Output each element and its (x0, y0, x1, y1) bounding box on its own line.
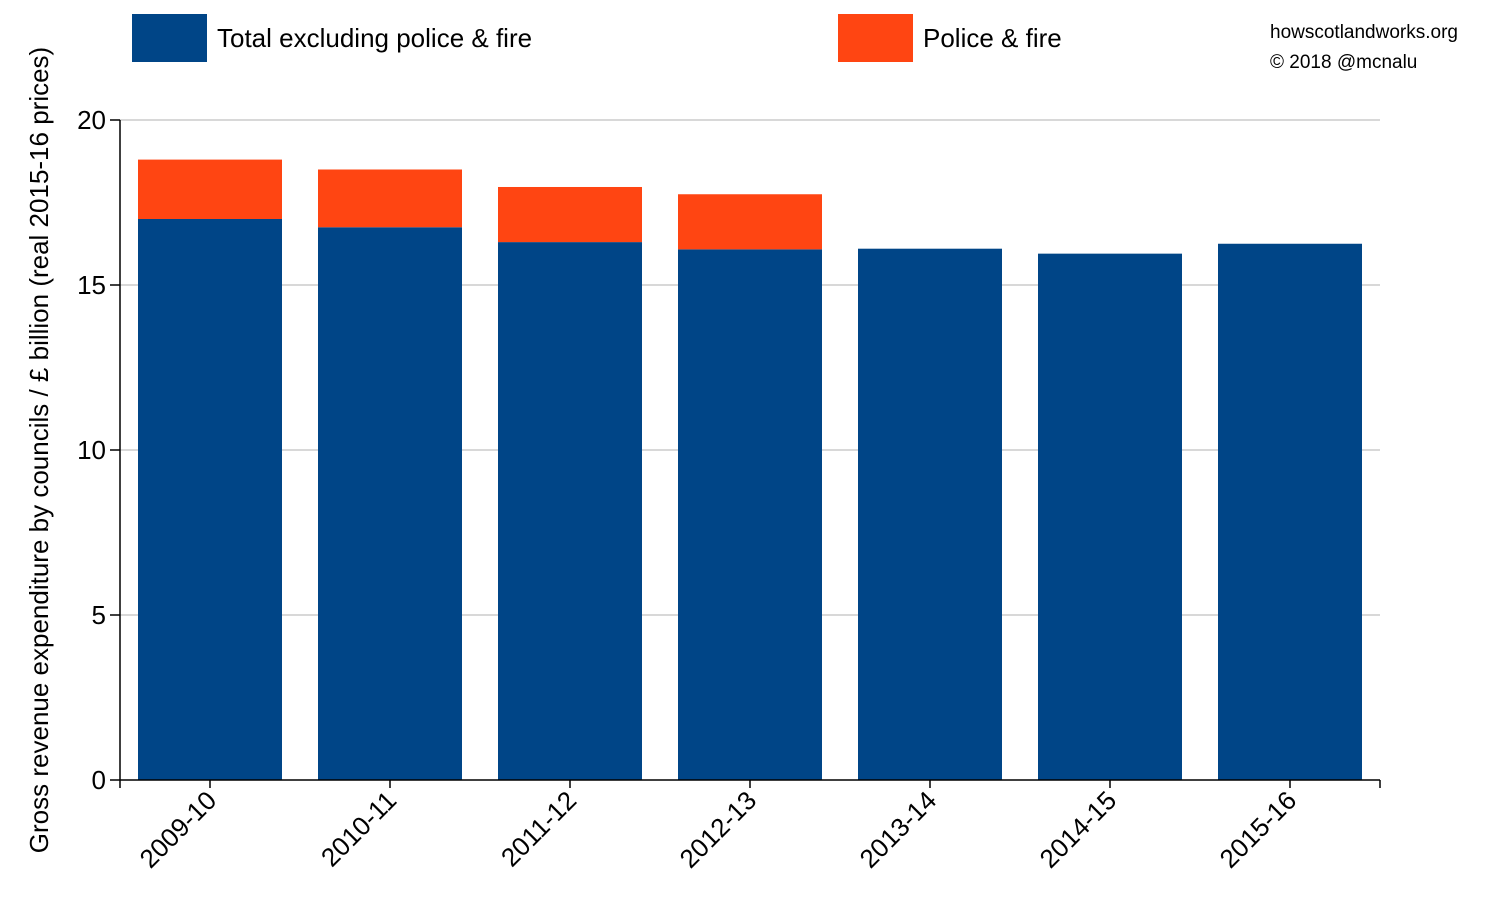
legend-item-base: Total excluding police & fire (132, 14, 532, 62)
bars (138, 159, 1362, 781)
bar-base (1218, 243, 1362, 780)
axes (110, 119, 1381, 788)
x-tick-label: 2009-10 (134, 785, 223, 874)
bar-base (678, 249, 822, 781)
y-tick-label: 10 (77, 435, 106, 465)
x-tick-label: 2015-16 (1214, 785, 1303, 874)
y-tick-label: 15 (77, 270, 106, 300)
y-tick-labels: 0 5 10 15 20 (77, 105, 106, 795)
bar-base (858, 248, 1002, 780)
bar-police-fire (318, 169, 462, 228)
bar-base (498, 242, 642, 781)
bar-base (1038, 253, 1182, 780)
bar-base (318, 227, 462, 780)
legend-label-police-fire: Police & fire (923, 22, 1062, 53)
bar-base (138, 219, 282, 780)
legend-swatch-police-fire (838, 14, 913, 62)
y-axis-label: Gross revenue expenditure by councils / … (24, 47, 54, 853)
x-tick-label: 2012-13 (674, 785, 763, 874)
x-tick-label: 2014-15 (1034, 785, 1123, 874)
bar-police-fire (138, 159, 282, 219)
x-tick-labels: 2009-10 2010-11 2011-12 2012-13 2013-14 2014-… (134, 785, 1303, 874)
credit-copyright: © 2018 @mcnalu (1270, 52, 1418, 73)
credit-site: howscotlandworks.org (1270, 22, 1458, 43)
legend-label-base: Total excluding police & fire (217, 22, 533, 53)
x-tick-label: 2011-12 (495, 785, 582, 872)
y-tick-label: 0 (92, 765, 106, 795)
y-tick-label: 20 (77, 105, 106, 135)
x-tick-label: 2010-11 (315, 785, 402, 872)
legend-item-police-fire: Police & fire (838, 14, 1062, 62)
legend-swatch-base (132, 14, 207, 62)
x-tick-label: 2013-14 (854, 785, 943, 874)
bar-police-fire (678, 194, 822, 250)
y-tick-label: 5 (92, 600, 106, 630)
bar-police-fire (498, 186, 642, 243)
